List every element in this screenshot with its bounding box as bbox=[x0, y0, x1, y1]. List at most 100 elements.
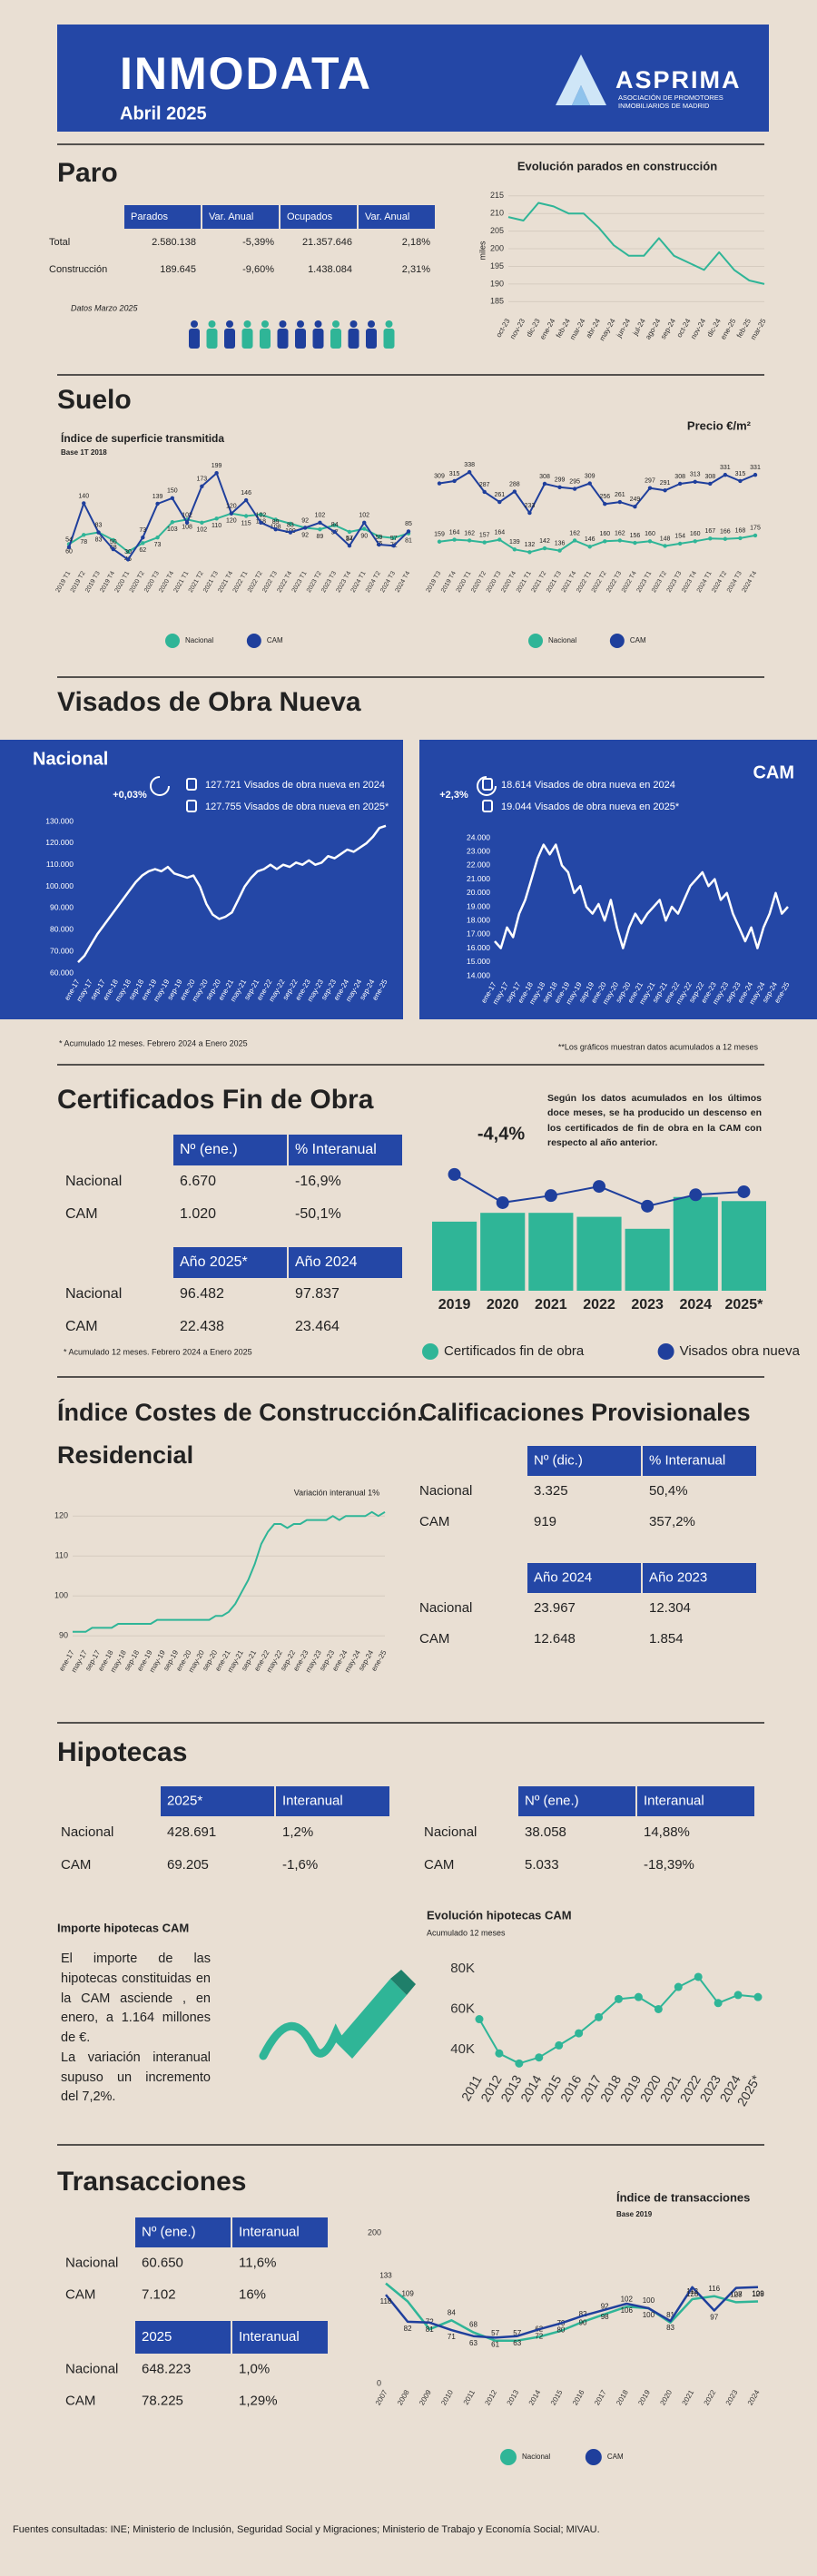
data-label: 92 bbox=[601, 2303, 609, 2311]
data-label: 81 bbox=[666, 2311, 674, 2319]
legend-swatch bbox=[422, 1343, 438, 1360]
point bbox=[259, 520, 263, 526]
x-tick-label: nov-24 bbox=[689, 317, 707, 340]
row-label: Nacional bbox=[65, 1174, 122, 1189]
row-label: CAM bbox=[419, 1631, 449, 1647]
table-cell: 14,88% bbox=[644, 1824, 690, 1840]
importe-paragraph: El importe de las hipotecas constituidas… bbox=[61, 1950, 211, 2108]
table-header-cell bbox=[643, 1446, 756, 1476]
table-cell: 16% bbox=[239, 2286, 266, 2302]
point bbox=[555, 2040, 564, 2050]
y-tick-label: 110 bbox=[55, 1551, 68, 1560]
table-header-cell bbox=[643, 1563, 756, 1593]
point bbox=[654, 2004, 663, 2013]
data-label: 84 bbox=[331, 522, 339, 528]
note: * Acumulado 12 meses. Febrero 2024 a Ene… bbox=[59, 1038, 248, 1047]
separators bbox=[57, 143, 764, 2146]
data-label: 199 bbox=[212, 463, 222, 469]
data-label: 98 bbox=[601, 2313, 609, 2321]
data-label: 73 bbox=[139, 527, 146, 534]
data-label: 115 bbox=[241, 520, 251, 526]
chart-title: Precio €/m² bbox=[687, 418, 752, 432]
table-cell: 6.670 bbox=[180, 1174, 216, 1189]
point bbox=[693, 539, 697, 544]
x-tick-label: 2024 bbox=[679, 1297, 712, 1313]
data-label: 82 bbox=[404, 2325, 412, 2333]
point bbox=[587, 481, 592, 486]
data-label: 164 bbox=[494, 529, 505, 536]
data-label: 102 bbox=[621, 2295, 634, 2303]
y-tick-label: 21.000 bbox=[467, 874, 490, 883]
point bbox=[243, 514, 249, 518]
person-icon bbox=[314, 320, 322, 328]
data-label: 288 bbox=[509, 481, 520, 487]
series-line bbox=[478, 1976, 759, 2065]
legend-label: CAM bbox=[607, 2453, 624, 2461]
table-cell: 97.837 bbox=[295, 1286, 340, 1302]
x-tick-label: 2025* bbox=[725, 1297, 764, 1313]
y-tick-label: 16.000 bbox=[467, 943, 490, 952]
x-tick-label: mar-24 bbox=[568, 317, 587, 341]
point bbox=[229, 511, 234, 516]
section-title: Visados de Obra Nueva bbox=[57, 687, 361, 717]
table-header-cell bbox=[276, 1786, 389, 1816]
data-label: 100 bbox=[643, 2311, 655, 2319]
point bbox=[535, 2053, 544, 2062]
point bbox=[694, 1972, 703, 1981]
x-tick-label: 2019 bbox=[438, 1297, 471, 1313]
block-title: Importe hipotecas CAM bbox=[57, 1921, 189, 1934]
x-tick-label: 2014 bbox=[527, 2388, 543, 2406]
data-label: 233 bbox=[525, 503, 536, 509]
table-cell: 357,2% bbox=[649, 1514, 695, 1529]
person-icon bbox=[243, 320, 251, 328]
point bbox=[497, 537, 502, 542]
point bbox=[753, 533, 758, 538]
point bbox=[111, 546, 115, 552]
table-cell: 7.102 bbox=[142, 2286, 176, 2302]
point bbox=[141, 541, 145, 546]
data-label: 102 bbox=[315, 513, 326, 519]
x-tick-label: 2017 bbox=[593, 2388, 608, 2406]
data-label: 85 bbox=[405, 521, 412, 527]
data-label: 84 bbox=[346, 536, 353, 543]
point bbox=[595, 2012, 604, 2021]
note: **Los gráficos muestran datos acumulados… bbox=[558, 1042, 759, 1051]
data-label: 110 bbox=[212, 523, 221, 529]
data-label: 90 bbox=[579, 2318, 587, 2326]
point bbox=[302, 526, 308, 530]
table-cell: 23.967 bbox=[534, 1600, 576, 1616]
person-icon bbox=[261, 320, 269, 328]
point bbox=[482, 540, 487, 545]
point bbox=[496, 1195, 509, 1209]
point bbox=[542, 481, 547, 487]
chart-title: Índice de transacciones bbox=[616, 2190, 750, 2204]
point bbox=[572, 487, 577, 491]
series-line bbox=[77, 824, 387, 963]
y-tick-label: 22.000 bbox=[467, 860, 490, 870]
table-header-cell bbox=[289, 1135, 402, 1165]
point bbox=[617, 499, 623, 505]
person-icon bbox=[277, 329, 289, 349]
series-line bbox=[385, 2282, 759, 2342]
point bbox=[738, 478, 743, 484]
data-label: 160 bbox=[645, 531, 655, 537]
data-label: 160 bbox=[599, 531, 610, 537]
change: +0,03% bbox=[113, 790, 147, 801]
y-tick-label: 40K bbox=[450, 2041, 475, 2057]
point bbox=[170, 520, 175, 525]
table-cell: -5,39% bbox=[242, 237, 274, 248]
table-header: 2025 bbox=[142, 2329, 172, 2345]
point bbox=[391, 536, 396, 540]
y-tick-label: 110.000 bbox=[46, 860, 74, 869]
data-label: 331 bbox=[750, 465, 761, 471]
point bbox=[527, 510, 532, 516]
point bbox=[512, 547, 517, 552]
data-label: 162 bbox=[615, 530, 625, 536]
table-header: Interanual bbox=[239, 2224, 300, 2239]
x-tick-label: 2022 bbox=[583, 1297, 615, 1313]
data-label: 308 bbox=[539, 474, 550, 480]
panel-title: Nacional bbox=[33, 749, 108, 769]
point bbox=[273, 526, 278, 532]
legend-swatch bbox=[246, 634, 261, 648]
data-label: 299 bbox=[555, 477, 566, 484]
